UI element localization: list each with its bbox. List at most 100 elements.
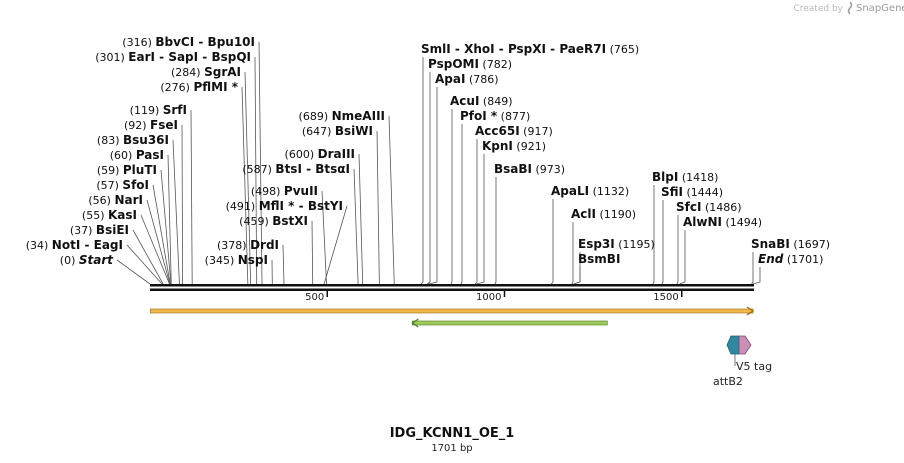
acui-site: AcuI (849) — [450, 94, 513, 108]
sfii-site-label: SfiI (1444) — [661, 185, 723, 199]
nmeaiii-site: (689) NmeAIII — [299, 109, 385, 123]
apali-site: ApaLI (1132) — [551, 184, 629, 198]
smli-xhoi-pspxi-paer7i-site: SmlI - XhoI - PspXI - PaeR7I (765) — [421, 42, 639, 56]
site-position: (973) — [532, 163, 565, 176]
site-name: PluTI — [123, 163, 157, 177]
site-name: PvuII — [284, 184, 318, 198]
site-position: (57) — [96, 179, 122, 192]
site-name: BsaBI — [494, 162, 532, 176]
end-site-label: End (1701) — [758, 252, 823, 266]
sfoi-site-label: (57) SfoI — [96, 178, 149, 192]
eari-sapi-bspqi-site: (301) EarI - SapI - BspQI — [95, 50, 251, 64]
site-name: BtsαI — [315, 162, 350, 176]
bsiwi-site-leader — [376, 130, 380, 285]
site-position: (1190) — [596, 208, 636, 221]
site-position: (316) — [122, 36, 155, 49]
site-position: (1195) — [615, 238, 655, 251]
bbvci-bpu10i-site-leader — [258, 41, 263, 285]
kpni-site-label: KpnI (921) — [482, 139, 546, 153]
start-site-leader — [116, 259, 151, 285]
sgrai-site: (284) SgrAI — [171, 65, 241, 79]
pasi-site: (60) PasI — [110, 148, 164, 162]
site-name: Bsu36I — [123, 133, 169, 147]
site-name: EarI — [128, 50, 155, 64]
apai-site-leader — [428, 87, 438, 285]
smli-xhoi-pspxi-paer7i-site-label: SmlI - XhoI - PspXI - PaeR7I (765) — [421, 42, 639, 56]
acli-site-label: AclI (1190) — [571, 207, 636, 221]
site-name: PspOMI — [428, 57, 479, 71]
acli-site: AclI (1190) — [571, 207, 636, 221]
site-name: ApaLI — [551, 184, 589, 198]
bsiei-site-leader — [132, 229, 164, 285]
credit-brand: SnapGene — [856, 3, 904, 14]
bsu36i-site: (83) Bsu36I — [97, 133, 169, 147]
tick-label-1000: 1000 — [476, 292, 501, 303]
sfoi-site: (57) SfoI — [96, 178, 149, 192]
site-name: BlpI — [652, 170, 678, 184]
noti-eagi-site: (34) NotI - EagI — [26, 238, 123, 252]
sfii-site: SfiI (1444) — [661, 185, 723, 199]
pvuii-site-leader — [321, 190, 327, 285]
pfoi-site-leader — [460, 124, 463, 285]
pspomi-site-label: PspOMI (782) — [428, 57, 512, 71]
start-site-label: (0) Start — [60, 253, 114, 267]
site-name: DraIII — [318, 147, 355, 161]
site-position: (0) — [60, 254, 79, 267]
bsiei-site-label: (37) BsiEI — [70, 223, 129, 237]
attB2-shape — [726, 335, 740, 355]
acc65i-site: Acc65I (917) — [475, 124, 553, 138]
site-name: SfcI — [676, 200, 701, 214]
pfoi-site-label: PfoI * (877) — [460, 109, 530, 123]
kasi-site: (55) KasI — [82, 208, 137, 222]
site-name: DrdI — [250, 238, 279, 252]
orange-feature — [150, 306, 755, 316]
site-position: (491) — [226, 200, 259, 213]
site-name: PspXI — [508, 42, 546, 56]
pasi-site-label: (60) PasI — [110, 148, 164, 162]
pspomi-site-leader — [426, 72, 431, 285]
apali-site-leader — [550, 199, 554, 285]
bbvci-bpu10i-site: (316) BbvCI - Bpu10I — [122, 35, 255, 49]
fsei-site-leader — [181, 124, 184, 285]
sfoi-site-leader — [152, 184, 171, 285]
site-position: (119) — [130, 104, 163, 117]
site-position: (786) — [465, 73, 498, 86]
site-name: NarI — [114, 193, 143, 207]
site-position: (1701) — [783, 253, 823, 266]
site-name: NotI — [52, 238, 81, 252]
alwni-site-leader — [679, 230, 686, 285]
noti-eagi-site-leader — [126, 244, 163, 285]
kasi-site-leader — [140, 214, 170, 285]
site-name: BstXI — [272, 214, 308, 228]
site-position: (921) — [513, 140, 546, 153]
site-separator: - — [194, 35, 207, 49]
snabi-site-leader — [751, 252, 754, 285]
drdi-site-label: (378) DrdI — [217, 238, 279, 252]
pasi-site-leader — [167, 154, 172, 285]
bbvci-bpu10i-site-label: (316) BbvCI - Bpu10I — [122, 35, 255, 49]
site-position: (782) — [479, 58, 512, 71]
nari-site: (56) NarI — [88, 193, 143, 207]
site-leader-lines — [116, 41, 761, 285]
site-separator: - — [294, 199, 307, 213]
site-name: SfoI — [122, 178, 149, 192]
btsi-btsai-site-leader — [353, 168, 359, 285]
sfci-site-leader — [676, 215, 679, 285]
alwni-site-label: AlwNI (1494) — [683, 215, 762, 229]
sfci-site: SfcI (1486) — [676, 200, 742, 214]
bsmbi-site-label: BsmBI — [578, 252, 620, 266]
credit-watermark: Created by SnapGene — [793, 1, 904, 15]
bstxi-site-leader — [311, 220, 314, 285]
nmeaiii-site-label: (689) NmeAIII — [299, 109, 385, 123]
site-position: (301) — [95, 51, 128, 64]
site-name: BbvCI — [155, 35, 194, 49]
pfoi-site: PfoI * (877) — [460, 109, 530, 123]
mfli-bstyi-site-leader — [323, 205, 348, 285]
site-name: PflMI * — [193, 80, 238, 94]
green-feature — [411, 318, 608, 328]
kasi-site-label: (55) KasI — [82, 208, 137, 222]
site-name: Acc65I — [475, 124, 520, 138]
site-position: (498) — [251, 185, 284, 198]
site-name: BsmBI — [578, 252, 620, 266]
